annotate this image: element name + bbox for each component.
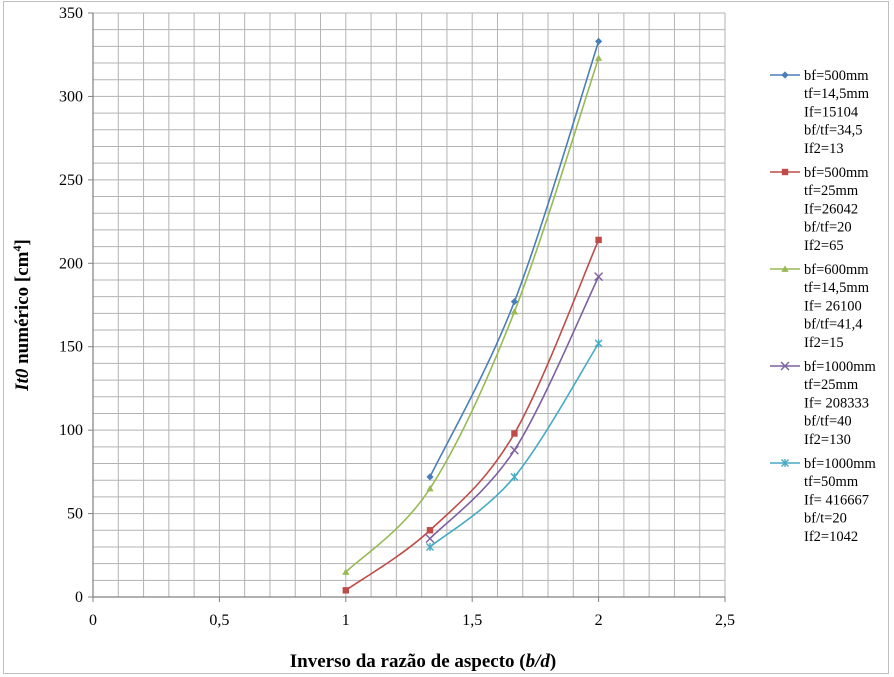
data-point-series-5 bbox=[425, 542, 434, 551]
data-point-series-2 bbox=[342, 587, 349, 594]
legend-text: bf/tf=41,4 bbox=[804, 317, 863, 333]
series-markers bbox=[342, 37, 604, 594]
legend-text: If2=13 bbox=[804, 141, 844, 157]
data-point-series-3 bbox=[342, 568, 350, 575]
x-axis-title-post: ) bbox=[550, 651, 556, 672]
legend-text: tf=25mm bbox=[804, 377, 859, 393]
legend-item-3: bf=600mm tf=14,5mm If= 26100 bf/tf=41,4 If2=… bbox=[770, 262, 870, 351]
data-point-series-1 bbox=[595, 37, 603, 45]
y-tick-label: 250 bbox=[59, 172, 83, 189]
legend-text: bf=1000mm bbox=[804, 359, 877, 375]
legend-swatch-marker bbox=[781, 168, 789, 176]
data-point-series-4 bbox=[594, 272, 604, 282]
data-point-series-4 bbox=[425, 534, 435, 544]
legend-text: tf=14,5mm bbox=[804, 86, 870, 102]
legend-text: bf=500mm bbox=[804, 165, 869, 181]
legend-text: tf=25mm bbox=[804, 183, 859, 199]
legend-swatch-marker bbox=[781, 71, 789, 79]
axes bbox=[88, 12, 726, 602]
legend: bf=500mm tf=14,5mm If=15104 bf/tf=34,5 If2=1… bbox=[770, 68, 877, 545]
legend-swatch-marker bbox=[780, 361, 790, 371]
x-axis-title: Inverso da razão de aspecto (b/d) bbox=[290, 651, 557, 672]
x-tick-label: 1,5 bbox=[462, 612, 482, 629]
data-point-series-2 bbox=[595, 236, 602, 244]
y-tick-label: 200 bbox=[59, 255, 83, 272]
legend-text: If2=15 bbox=[804, 335, 844, 351]
legend-text: tf=50mm bbox=[804, 474, 859, 490]
legend-swatch-marker bbox=[781, 265, 789, 272]
x-axis-title-pre: Inverso da razão de aspecto ( bbox=[290, 651, 526, 672]
legend-text: bf/tf=34,5 bbox=[804, 123, 863, 139]
data-point-series-1 bbox=[426, 473, 434, 481]
legend-text: If= 26100 bbox=[804, 298, 862, 314]
data-point-series-3 bbox=[595, 54, 603, 61]
x-tick-label: 0,5 bbox=[209, 612, 229, 629]
tick-labels: 0 50 100 150 200 250 300 350 0 0,5 1 1,5 2 2,5 bbox=[59, 5, 735, 629]
y-tick-label: 350 bbox=[59, 5, 83, 22]
legend-text: If=15104 bbox=[804, 104, 859, 120]
legend-text: If2=65 bbox=[804, 238, 844, 254]
legend-text: bf/tf=20 bbox=[804, 220, 852, 236]
legend-text: If= 208333 bbox=[804, 395, 869, 411]
data-point-series-5 bbox=[594, 339, 603, 348]
legend-text: bf/tf=40 bbox=[804, 414, 852, 430]
legend-swatch-marker bbox=[781, 459, 789, 467]
data-point-series-1 bbox=[510, 298, 519, 306]
y-tick-label: 300 bbox=[59, 88, 83, 105]
data-point-series-5 bbox=[510, 472, 519, 481]
y-tick-label: 0 bbox=[75, 589, 83, 606]
legend-text: If2=130 bbox=[804, 432, 851, 448]
data-point-series-4 bbox=[509, 445, 519, 455]
y-tick-label: 100 bbox=[59, 422, 83, 439]
x-tick-label: 2,5 bbox=[715, 612, 735, 629]
y-axis-title: It0 numérico [cm4] bbox=[10, 239, 33, 392]
legend-item-4: bf=1000mm tf=25mm If= 208333 bf/tf=40 If2=13… bbox=[770, 359, 877, 448]
y-axis-title-var: It0 bbox=[12, 368, 33, 392]
legend-text: If2=1042 bbox=[804, 529, 858, 545]
legend-text: tf=14,5mm bbox=[804, 280, 870, 296]
legend-item-2: bf=500mm tf=25mm If=26042 bf/tf=20 If2=65 bbox=[770, 165, 869, 254]
data-point-series-3 bbox=[510, 308, 519, 315]
legend-item-5: bf=1000mm tf=50mm If= 416667 bf/t=20 If2=104… bbox=[770, 456, 877, 545]
x-tick-label: 1 bbox=[342, 612, 350, 629]
legend-text: bf/t=20 bbox=[804, 511, 847, 527]
legend-item-1: bf=500mm tf=14,5mm If=15104 bf/tf=34,5 If2=1… bbox=[770, 68, 870, 157]
x-tick-label: 2 bbox=[595, 612, 603, 629]
series-line-2 bbox=[345, 239, 600, 591]
data-point-series-3 bbox=[426, 484, 434, 492]
y-tick-label: 150 bbox=[59, 339, 83, 356]
legend-text: If= 416667 bbox=[804, 492, 869, 508]
y-axis-title-post: ] bbox=[12, 239, 33, 245]
y-axis-title-mid: numérico [cm bbox=[12, 251, 33, 368]
legend-text: bf=500mm bbox=[804, 68, 869, 84]
legend-text: bf=600mm bbox=[804, 262, 869, 278]
series-line-3 bbox=[345, 57, 600, 573]
data-point-series-2 bbox=[426, 527, 434, 534]
legend-text: bf=1000mm bbox=[804, 456, 877, 472]
y-tick-label: 50 bbox=[67, 506, 83, 523]
grid bbox=[93, 12, 726, 597]
data-point-series-2 bbox=[511, 430, 518, 437]
series-line-1 bbox=[429, 41, 600, 478]
y-axis-title-sup: 4 bbox=[10, 246, 24, 252]
x-tick-label: 0 bbox=[89, 612, 97, 629]
legend-text: If=26042 bbox=[804, 201, 858, 217]
x-axis-title-var: b/d bbox=[526, 651, 551, 672]
